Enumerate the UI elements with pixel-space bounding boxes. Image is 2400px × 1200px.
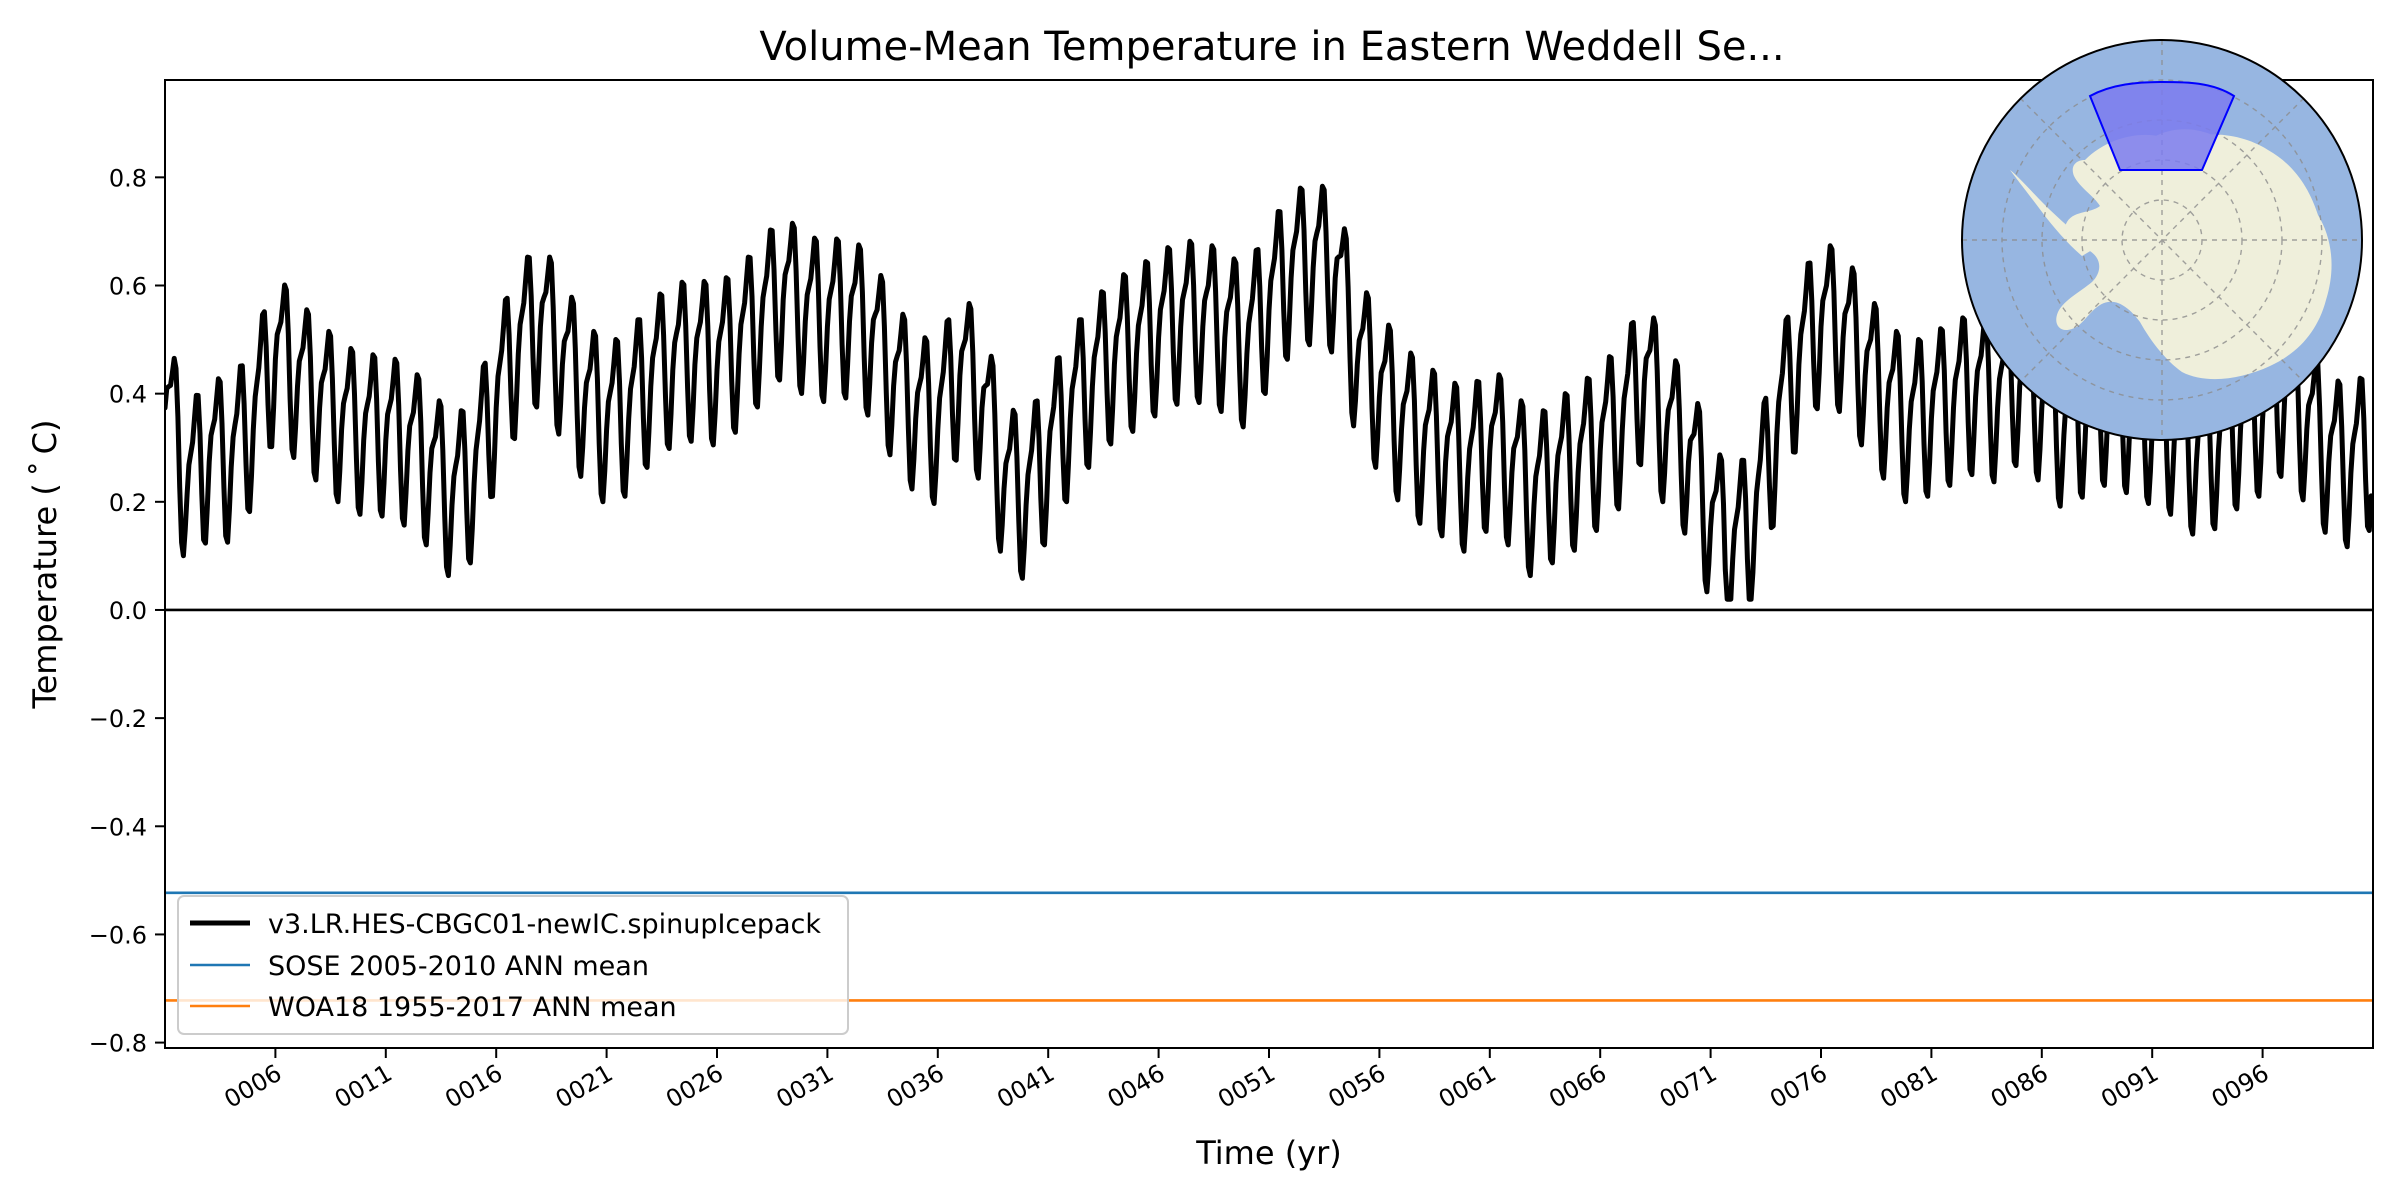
y-tick-label: −0.6 [89,921,147,949]
y-axis-label: Temperature ( ˚ C) [26,420,64,710]
chart-title: Volume-Mean Temperature in Eastern Wedde… [759,24,1784,70]
y-tick-label: −0.4 [89,813,147,841]
legend-label-woa: WOA18 1955-2017 ANN mean [268,992,677,1023]
map-antarctic-peninsula [2010,170,2092,256]
map-region-eastern-weddell [2088,80,2236,171]
y-axis: −0.8 −0.6 −0.4 −0.2 0.0 0.2 0.4 0.6 0.8 [89,164,165,1058]
x-axis-label: Time (yr) [1195,1134,1342,1172]
y-tick-label: 0.6 [109,272,147,300]
y-tick-label: 0.8 [109,164,147,192]
y-tick-label: −0.8 [89,1030,147,1058]
y-tick-label: 0.2 [109,489,147,517]
inset-map [1961,39,2363,441]
map-graticule [1962,40,2362,440]
map-antarctica-land [2056,134,2332,380]
plot-frame [164,79,2374,1049]
y-tick-label: −0.2 [89,705,147,733]
legend: v3.LR.HES-CBGC01-newIC.spinupIcepack SOS… [177,895,849,1035]
y-tick-label: 0.0 [109,597,147,625]
map-boundary [1961,39,2363,441]
legend-frame [177,895,849,1035]
y-tick-label: 0.4 [109,381,147,409]
legend-label-model: v3.LR.HES-CBGC01-newIC.spinupIcepack [268,909,821,940]
legend-label-sose: SOSE 2005-2010 ANN mean [268,951,649,982]
